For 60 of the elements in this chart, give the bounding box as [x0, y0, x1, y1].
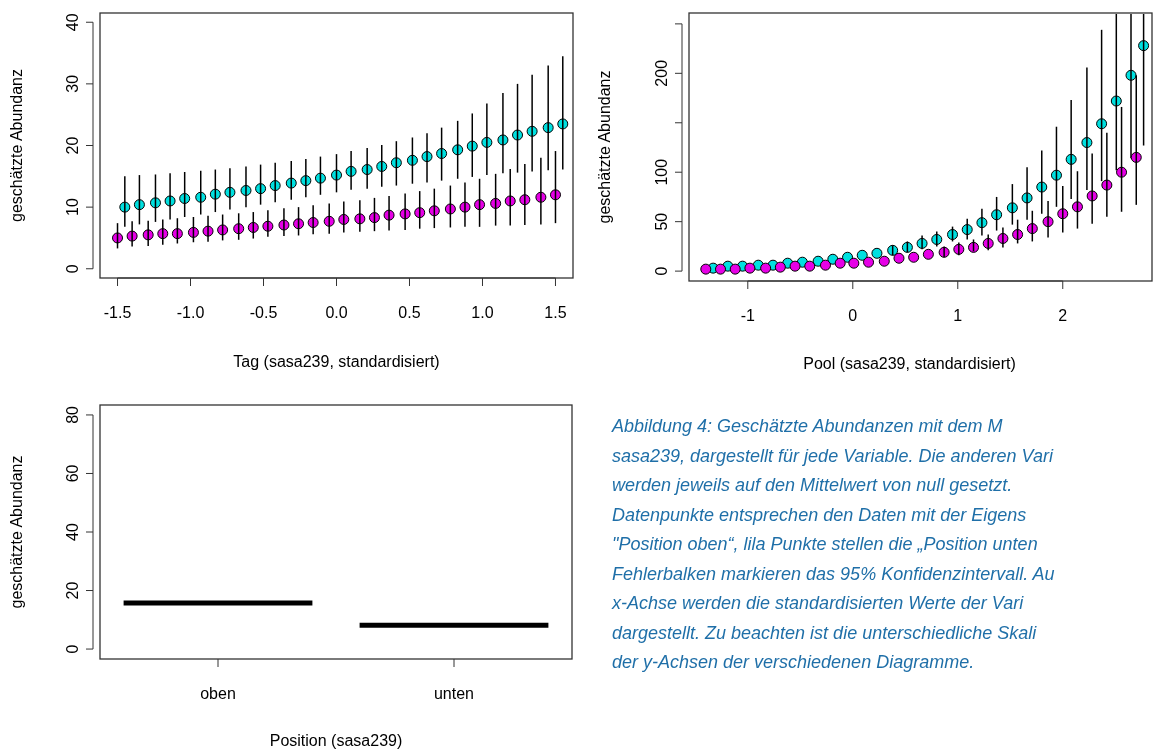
- x-axis-title: Position (sasa239): [269, 732, 403, 749]
- x-tick-label: 0.5: [398, 304, 421, 321]
- text: sasa239, dargestellt für jede Variable. Die anderen Vari: [612, 445, 1054, 466]
- text: x-Achse werden die standardisierten Werte der Vari: [611, 593, 1025, 613]
- y-tick-label: 30: [64, 74, 81, 93]
- x-tick-label: 1.5: [544, 304, 567, 321]
- text: der y-Achsen der verschiedenen Diagramme.: [612, 652, 975, 672]
- y-tick-label: 40: [64, 523, 81, 541]
- x-tick-label: -1: [740, 307, 755, 324]
- text: Fehlerbalken markieren das 95% Konfidenzintervall. Au: [612, 563, 1055, 584]
- point: [760, 262, 772, 274]
- x-axis-title: Tag (sasa239, standardisiert): [233, 353, 440, 370]
- point: [774, 261, 786, 273]
- x-tick-label: 1: [953, 307, 963, 324]
- y-tick-label: 60: [64, 464, 81, 483]
- y-axis-title: geschätzte Abundanz: [596, 70, 613, 224]
- x-tick-label: 0.0: [325, 304, 348, 321]
- point: [856, 249, 868, 261]
- x-tick-label: oben: [200, 685, 236, 702]
- y-tick-label: 40: [64, 13, 81, 32]
- point: [789, 260, 801, 272]
- y-tick-label: 20: [64, 136, 81, 155]
- x-tick-label: -0.5: [249, 304, 278, 321]
- point: [804, 260, 816, 272]
- x-tick-label: unten: [433, 685, 475, 702]
- point: [922, 248, 934, 260]
- x-tick-label: -1.5: [103, 304, 132, 321]
- x-tick-label: -1.0: [176, 304, 205, 321]
- point: [848, 257, 860, 269]
- x-axis-title: Pool (sasa239, standardisiert): [803, 355, 1016, 372]
- x-tick-label: 1.0: [471, 304, 494, 321]
- y-tick-label: 0: [64, 644, 81, 654]
- point: [908, 251, 920, 263]
- x-tick-label: 2: [1058, 307, 1068, 324]
- text: Abbildung 4: Geschätzte Abundanzen mit dem M: [611, 416, 1003, 436]
- y-tick-label: 80: [64, 405, 81, 424]
- x-tick-label: 0: [848, 307, 858, 324]
- point: [700, 263, 712, 275]
- y-tick-label: 20: [64, 581, 81, 600]
- text: Datenpunkte entsprechen den Daten mit der Eigens: [612, 504, 1027, 525]
- point: [819, 259, 831, 271]
- point: [893, 252, 905, 264]
- point: [878, 255, 890, 267]
- point: [715, 263, 726, 275]
- point: [863, 256, 875, 268]
- text: werden jeweils auf den Mittelwert von null gesetzt.: [612, 475, 1013, 495]
- text: "Position oben“, lila Punkte stellen die „Position unten: [612, 534, 1038, 554]
- point: [729, 263, 741, 275]
- point: [744, 262, 756, 274]
- y-axis-title: geschätzte Abundanz: [8, 68, 25, 223]
- y-tick-label: 0: [64, 264, 81, 274]
- y-tick-label: 200: [653, 59, 670, 87]
- text: dargestellt. Zu beachten ist die unterschiedliche Skali: [612, 622, 1038, 643]
- y-axis-title: geschätzte Abundanz: [8, 455, 25, 609]
- y-tick-label: 50: [653, 212, 670, 231]
- y-tick-label: 100: [653, 158, 670, 186]
- point: [871, 247, 883, 259]
- y-tick-label: 10: [64, 198, 81, 217]
- point: [834, 257, 846, 269]
- y-tick-label: 0: [653, 266, 670, 276]
